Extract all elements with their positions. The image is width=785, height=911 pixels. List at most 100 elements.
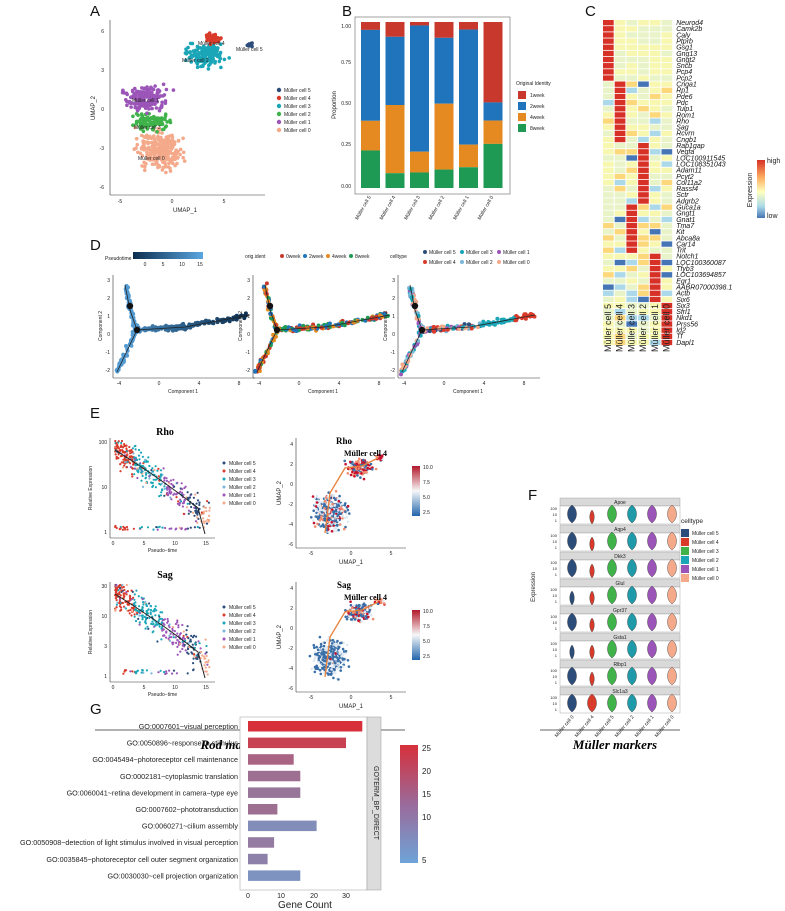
c-row-label: Id2 bbox=[676, 328, 686, 335]
c-heat-cell bbox=[626, 106, 638, 112]
e-cell-dot bbox=[190, 493, 193, 496]
c-heat-cell bbox=[603, 69, 614, 75]
f-violin-shape bbox=[569, 644, 575, 660]
d-ytick: -2 bbox=[246, 368, 251, 374]
panel-a-umap: 6 3 0 -3 -6 -5 0 5 UMAP_1 UMAP_2 Müller … bbox=[91, 20, 311, 214]
e-umap-ytick: -4 bbox=[289, 522, 294, 528]
f-ytick: 100 bbox=[550, 533, 557, 538]
c-heat-cell bbox=[638, 167, 649, 173]
a-cell-dot bbox=[153, 102, 157, 106]
e-cell-dot bbox=[163, 476, 166, 479]
c-heat-cell bbox=[626, 93, 638, 100]
e-umap-dot bbox=[336, 659, 340, 663]
e-cell-dot bbox=[196, 516, 199, 519]
d-xlabel: Component 1 bbox=[168, 389, 198, 395]
c-heat-cell bbox=[626, 56, 638, 63]
e-legend-dot bbox=[222, 461, 226, 465]
e-cell-dot bbox=[192, 662, 195, 665]
f-ytick: 1 bbox=[555, 599, 558, 604]
e-umap-dot bbox=[320, 653, 324, 656]
a-cell-dot bbox=[148, 134, 152, 139]
b-ytick-25: 0.25 bbox=[341, 142, 351, 148]
a-cell-dot bbox=[245, 43, 250, 48]
c-row-label: Pcp2 bbox=[676, 75, 692, 82]
c-row-label: Cnga1 bbox=[676, 82, 697, 89]
e-cell-dot bbox=[115, 599, 118, 602]
e-umap-dot bbox=[318, 665, 322, 668]
b-ytick-100: 1.00 bbox=[341, 24, 351, 30]
e-cell-dot bbox=[114, 525, 117, 528]
a-cell-dot bbox=[215, 49, 219, 53]
a-cell-dot bbox=[140, 154, 145, 158]
a-cell-dot bbox=[157, 89, 162, 93]
c-heat-cell bbox=[626, 192, 638, 198]
c-heat-cell bbox=[626, 296, 638, 303]
a-cell-dot bbox=[157, 108, 162, 113]
c-heat-cell bbox=[626, 69, 638, 75]
c-heat-cell bbox=[661, 136, 673, 143]
e-umap-dot bbox=[359, 476, 362, 479]
c-heat-cell bbox=[614, 259, 626, 266]
c-row-label: Prss56 bbox=[676, 321, 698, 328]
a-cell-dot bbox=[164, 138, 168, 142]
d-ytick: 3 bbox=[107, 278, 110, 284]
e-umap-dot bbox=[326, 638, 330, 642]
e-cell-dot bbox=[188, 646, 191, 649]
e-cell-dot bbox=[131, 610, 134, 613]
e-cell-dot bbox=[121, 449, 124, 452]
c-row-label: Sfrl1 bbox=[676, 309, 691, 316]
g-facet-strip bbox=[366, 716, 382, 891]
e-xtick: 15 bbox=[203, 685, 209, 691]
d-cell-dot bbox=[286, 325, 291, 330]
e-cell-dot bbox=[148, 477, 151, 480]
e-legend-dot bbox=[222, 613, 226, 617]
e-umap-dot bbox=[374, 467, 378, 471]
d-ytick: 3 bbox=[392, 278, 395, 284]
e-cell-dot bbox=[130, 614, 133, 617]
c-heat-cell bbox=[661, 63, 673, 69]
e-cell-dot bbox=[187, 652, 190, 655]
d-cell-dot bbox=[294, 329, 299, 333]
e-legend-dot bbox=[222, 477, 226, 481]
e-umap-dot bbox=[334, 652, 337, 655]
c-col-label: Müller cell 0 bbox=[662, 304, 672, 352]
e-cell-dot bbox=[148, 464, 151, 468]
c-heat-cell bbox=[638, 20, 649, 26]
d-pseudotime-title: Pseudotime bbox=[105, 256, 132, 262]
e-cell-dot bbox=[176, 502, 179, 505]
e-cell-dot bbox=[140, 526, 143, 529]
f-legend-swatch bbox=[681, 538, 689, 546]
e-sag-title: Sag bbox=[157, 570, 173, 581]
c-heat-cell bbox=[661, 161, 673, 167]
c-heat-cell bbox=[626, 229, 638, 235]
a-cell-dot bbox=[146, 91, 150, 96]
e-cell-dot bbox=[180, 527, 183, 530]
e-umap-dot bbox=[353, 475, 356, 478]
e-cell-dot bbox=[178, 501, 181, 504]
c-heat-cell bbox=[661, 130, 673, 137]
d-orig-0week: 0week bbox=[286, 254, 301, 260]
a-xlabel: UMAP_1 bbox=[173, 208, 198, 214]
a-ylabel: UMAP_2 bbox=[91, 95, 97, 120]
e-cell-dot bbox=[179, 498, 182, 501]
e-umap-scale-tick: 10.0 bbox=[423, 609, 433, 615]
f-xtick-label: Müller cell 0 bbox=[554, 714, 576, 738]
c-heat-cell bbox=[614, 38, 626, 44]
c-row-label: Col11a2 bbox=[676, 180, 702, 187]
c-row-label: Neurod4 bbox=[676, 20, 703, 27]
e-cell-dot bbox=[204, 520, 208, 523]
d-ytick: 0 bbox=[107, 332, 110, 338]
c-heat-cell bbox=[661, 124, 673, 130]
g-cb-5: 5 bbox=[422, 856, 427, 865]
e-cell-dot bbox=[159, 469, 163, 472]
c-row-label: LOC100911545 bbox=[676, 155, 725, 162]
e-cell-dot bbox=[203, 664, 206, 667]
c-heat-cell bbox=[614, 124, 626, 130]
e-cell-dot bbox=[129, 597, 132, 600]
e-cell-dot bbox=[170, 482, 173, 486]
d-xtick: -4 bbox=[402, 381, 407, 387]
e-cell-dot bbox=[167, 637, 170, 640]
e-cell-dot bbox=[146, 526, 150, 529]
c-heat-cell bbox=[661, 26, 673, 32]
d-ytick: -2 bbox=[391, 368, 396, 374]
